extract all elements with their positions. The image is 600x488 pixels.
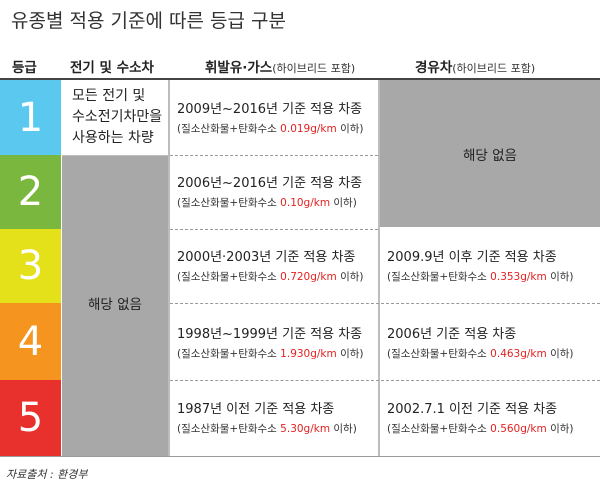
column-divider-1 [168, 80, 170, 456]
header-grade: 등급 [12, 60, 37, 76]
source-note: 자료출처 : 환경부 [6, 468, 88, 481]
gas-1-note-end: 이하) [336, 123, 364, 135]
header-ev: 전기 및 수소차 [70, 60, 154, 76]
row-divider-4 [170, 380, 600, 381]
diesel-3-years: 2009.9년 이후 [387, 250, 473, 265]
ev-grade1-line1: 모든 전기 및 [72, 88, 146, 104]
gas-grade-3: 2000년·2003년 기준 적용 차종 (질소산화물+탄화수소 0.720g/… [177, 246, 364, 284]
gas-4-years: 1998년~1999년 [177, 327, 278, 342]
gas-2-value: 0.10g/km [280, 197, 331, 209]
gas-4-rest: 기준 적용 차종 [277, 327, 363, 342]
diesel-3-value: 0.353g/km [490, 271, 547, 283]
diesel-3-note-end: 이하) [546, 271, 574, 283]
gas-3-note: (질소산화물+탄화수소 [177, 271, 281, 283]
ev-not-applicable-label: 해당 없음 [88, 297, 142, 313]
diesel-5-note: (질소산화물+탄화수소 [387, 423, 491, 435]
gas-2-years: 2006년~2016년 [177, 176, 278, 191]
ev-not-applicable: 해당 없음 [62, 156, 168, 456]
diesel-grade-4: 2006년 기준 적용 차종 (질소산화물+탄화수소 0.463g/km 이하) [387, 323, 574, 361]
gas-grade-2: 2006년~2016년 기준 적용 차종 (질소산화물+탄화수소 0.10g/k… [177, 172, 362, 210]
diesel-grade-3: 2009.9년 이후 기준 적용 차종 (질소산화물+탄화수소 0.353g/k… [387, 246, 574, 284]
grade-1-block: 1 [0, 80, 61, 155]
diesel-4-note: (질소산화물+탄화수소 [387, 348, 491, 360]
column-divider-2 [378, 80, 380, 456]
gas-grade-1: 2009년~2016년 기준 적용 차종 (질소산화물+탄화수소 0.019g/… [177, 98, 364, 136]
grade-4-block: 4 [0, 303, 61, 380]
gas-4-note-end: 이하) [336, 348, 364, 360]
diesel-5-value: 0.560g/km [490, 423, 547, 435]
diesel-3-note: (질소산화물+탄화수소 [387, 271, 491, 283]
gas-1-note: (질소산화물+탄화수소 [177, 123, 281, 135]
row-divider-2 [170, 229, 378, 230]
gas-4-note: (질소산화물+탄화수소 [177, 348, 281, 360]
header-diesel: 경유차(하이브리드 포함) [415, 56, 535, 76]
gas-3-rest: 기준 적용 차종 [271, 250, 356, 265]
header-gas-label: 휘발유·가스 [205, 60, 273, 76]
gas-1-rest: 기준 적용 차종 [277, 102, 363, 117]
grade-2-block: 2 [0, 155, 61, 229]
gas-1-value: 0.019g/km [280, 123, 337, 135]
diesel-5-note-end: 이하) [546, 423, 574, 435]
gas-5-note-end: 이하) [330, 423, 357, 435]
gas-5-rest: 기준 적용 차종 [250, 402, 335, 417]
gas-2-rest: 기준 적용 차종 [277, 176, 363, 191]
diesel-not-applicable: 해당 없음 [380, 80, 600, 227]
gas-grade-4: 1998년~1999년 기준 적용 차종 (질소산화물+탄화수소 1.930g/… [177, 323, 364, 361]
gas-3-note-end: 이하) [336, 271, 364, 283]
diesel-5-years: 2002.7.1 이전 [387, 402, 473, 417]
header-diesel-label: 경유차 [415, 60, 453, 76]
grade-5-block: 5 [0, 380, 61, 456]
bottom-rule [0, 456, 600, 457]
gas-1-years: 2009년~2016년 [177, 102, 278, 117]
gas-3-years: 2000년·2003년 [177, 250, 272, 265]
grade-3-block: 3 [0, 229, 61, 303]
header-rule [0, 78, 600, 80]
diesel-4-rest: 기준 적용 차종 [432, 327, 517, 342]
diesel-3-rest: 기준 적용 차종 [472, 250, 557, 265]
row-divider-1 [170, 155, 378, 156]
diesel-4-years: 2006년 [387, 327, 433, 342]
gas-5-value: 5.30g/km [280, 423, 331, 435]
header-diesel-sub: (하이브리드 포함) [452, 62, 536, 75]
header-gas-sub: (하이브리드 포함) [272, 62, 356, 75]
diesel-4-value: 0.463g/km [490, 348, 547, 360]
gas-4-value: 1.930g/km [280, 348, 337, 360]
gas-5-note: (질소산화물+탄화수소 [177, 423, 281, 435]
header-gas: 휘발유·가스(하이브리드 포함) [205, 56, 355, 76]
diesel-grade-5: 2002.7.1 이전 기준 적용 차종 (질소산화물+탄화수소 0.560g/… [387, 398, 574, 436]
ev-grade1-line3: 사용하는 차량 [72, 130, 154, 146]
gas-2-note: (질소산화물+탄화수소 [177, 197, 281, 209]
diesel-not-applicable-label: 해당 없음 [463, 148, 517, 164]
gas-3-value: 0.720g/km [280, 271, 337, 283]
page-title: 유종별 적용 기준에 따른 등급 구분 [11, 10, 286, 32]
diesel-5-rest: 기준 적용 차종 [472, 402, 558, 417]
diesel-4-note-end: 이하) [546, 348, 574, 360]
ev-row-divider [62, 155, 168, 156]
ev-grade1-text: 모든 전기 및 수소전기차만을 사용하는 차량 [72, 86, 162, 149]
gas-2-note-end: 이하) [330, 197, 357, 209]
gas-5-years: 1987년 이전 [177, 402, 251, 417]
ev-grade1-line2: 수소전기차만을 [72, 109, 163, 125]
gas-grade-5: 1987년 이전 기준 적용 차종 (질소산화물+탄화수소 5.30g/km 이… [177, 398, 357, 436]
row-divider-3 [170, 303, 600, 304]
